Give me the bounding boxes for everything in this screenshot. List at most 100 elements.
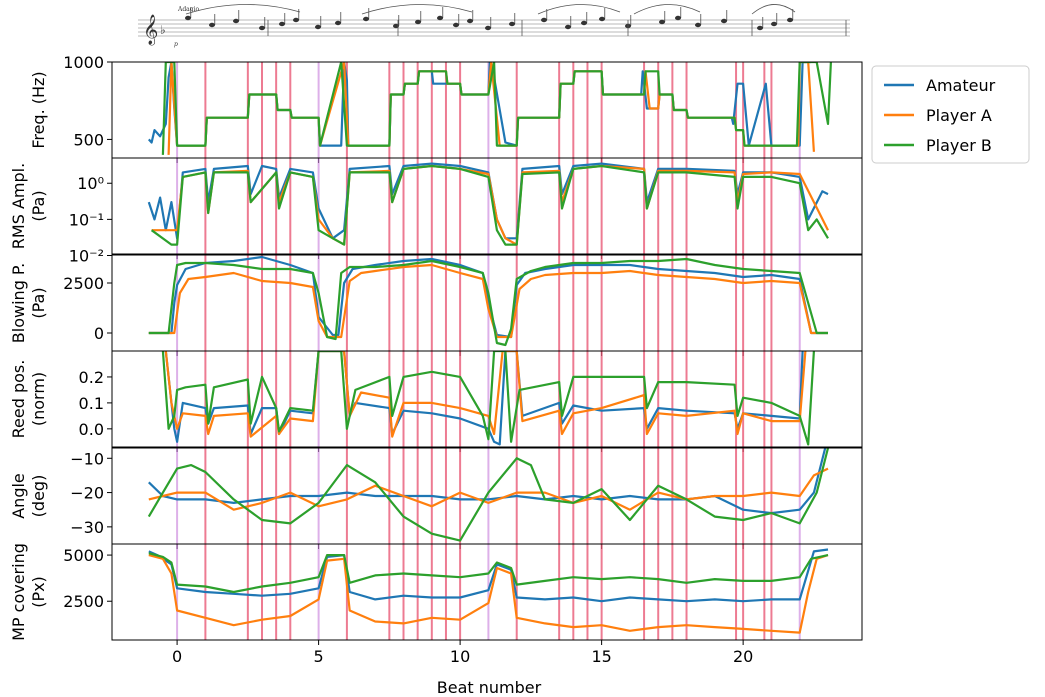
y-axis-label: Freq. (Hz) xyxy=(29,71,48,148)
y-tick-label: 1000 xyxy=(63,53,104,72)
panel-frame xyxy=(111,157,863,255)
y-tick-label: 0.0 xyxy=(79,420,104,439)
score-note xyxy=(393,23,399,29)
series-line-player-a xyxy=(164,351,807,438)
score-note xyxy=(415,19,421,25)
x-tick-label: 5 xyxy=(314,647,324,666)
score-note xyxy=(315,24,321,30)
x-tick-label: 10 xyxy=(450,647,470,666)
panel-mp: 2500 5000 MP covering (Px) 0 5 10 15 20 xyxy=(9,543,863,666)
series-line-amateur xyxy=(148,448,827,515)
legend-label-player-b: Player B xyxy=(926,136,992,155)
series-line-amateur xyxy=(164,351,804,446)
series-line-player-a xyxy=(148,263,828,339)
score-slur xyxy=(185,4,301,15)
y-axis-unit: (Px) xyxy=(29,576,48,608)
treble-clef: 𝄞 xyxy=(143,14,158,46)
score-note xyxy=(453,22,459,28)
panel-blowing: 0 2500 Blowing P. (Pa) xyxy=(9,254,863,356)
panel-frame xyxy=(111,543,863,641)
score-slur xyxy=(633,4,701,15)
y-axis-label: Blowing P. xyxy=(9,263,28,343)
score-note xyxy=(581,20,587,26)
x-tick-label: 15 xyxy=(591,647,611,666)
y-tick-label: 10⁰ xyxy=(77,174,104,193)
panel-angle: −30 −20 −10 Angle (deg) xyxy=(9,447,863,549)
score-note xyxy=(185,15,191,21)
series-line-amateur xyxy=(148,255,828,339)
series-line-player-b xyxy=(161,62,832,155)
score-note xyxy=(233,18,239,24)
panel-rms: 10⁻² 10⁻¹ 10⁰ RMS Ampl. (Pa) xyxy=(9,157,863,265)
series-line-player-b xyxy=(161,351,815,446)
legend: Amateur Player A Player B xyxy=(871,65,1030,164)
y-axis-unit: (deg) xyxy=(29,475,48,518)
legend-label-amateur: Amateur xyxy=(926,76,996,95)
score-staff-lines xyxy=(138,19,850,37)
series-group xyxy=(147,448,830,542)
legend-label-player-a: Player A xyxy=(926,106,992,125)
series-line-player-b xyxy=(150,164,829,246)
y-tick-label: −20 xyxy=(70,484,104,503)
series-line-player-b xyxy=(148,552,829,594)
score-note xyxy=(659,19,665,25)
score-note xyxy=(509,21,515,27)
music-score: 𝄞 ♭ Adagio p xyxy=(138,4,850,48)
score-note xyxy=(721,18,727,24)
y-axis-label: Reed pos. xyxy=(9,360,28,439)
y-tick-label: 10⁻¹ xyxy=(69,210,104,229)
score-note xyxy=(771,21,777,27)
panel-freq: 500 1000 Freq. (Hz) xyxy=(29,53,863,163)
score-note xyxy=(485,25,491,31)
series-line-player-a xyxy=(148,554,829,634)
panel-reed: 0.0 0.1 0.2 Reed pos. (norm) xyxy=(9,350,863,452)
series-line-player-b xyxy=(148,257,828,347)
score-note xyxy=(599,16,605,22)
y-tick-label: 5000 xyxy=(63,546,104,565)
x-tick-label: 20 xyxy=(733,647,753,666)
score-note xyxy=(259,25,265,31)
score-note xyxy=(209,22,215,28)
y-tick-label: 0 xyxy=(94,324,104,343)
y-axis-label: Angle xyxy=(9,473,28,519)
y-axis-unit: (norm) xyxy=(29,372,48,426)
legend-frame xyxy=(871,65,1030,164)
marker-lines xyxy=(176,544,801,640)
score-notes xyxy=(185,4,847,36)
series-group xyxy=(147,162,829,246)
y-tick-label: −30 xyxy=(70,518,104,537)
y-tick-label: 2500 xyxy=(63,274,104,293)
score-note xyxy=(467,18,473,24)
key-signature-flat: ♭ xyxy=(160,23,166,37)
y-tick-label: 500 xyxy=(73,130,104,149)
y-tick-label: 0.2 xyxy=(79,368,104,387)
y-tick-label: 0.1 xyxy=(79,394,104,413)
marker-lines xyxy=(176,158,801,254)
score-note xyxy=(293,17,299,23)
tempo-marking: Adagio xyxy=(177,6,200,13)
y-axis-label: RMS Ampl. xyxy=(9,163,28,249)
y-tick-label: 10⁻² xyxy=(69,246,104,265)
panels: 500 1000 Freq. (Hz) 10⁻² 10⁻¹ 10⁰ RMS Ampl. (Pa… xyxy=(9,53,863,666)
series-group xyxy=(147,62,832,155)
score-slur xyxy=(751,4,796,15)
score-note xyxy=(675,15,681,21)
x-axis-label: Beat number xyxy=(437,678,542,697)
score-note xyxy=(335,20,341,26)
series-group xyxy=(161,351,815,446)
score-note xyxy=(279,21,285,27)
score-note xyxy=(541,17,547,23)
score-note xyxy=(787,17,793,23)
panel-frame xyxy=(111,350,863,448)
y-tick-label: 2500 xyxy=(63,592,104,611)
score-note xyxy=(437,15,443,21)
series-line-amateur xyxy=(148,548,829,603)
score-slur xyxy=(537,4,621,15)
series-line-player-a xyxy=(151,164,829,246)
series-group xyxy=(148,255,828,347)
score-note xyxy=(565,24,571,30)
score-note xyxy=(695,22,701,28)
y-axis-unit: (Pa) xyxy=(29,190,48,221)
score-note xyxy=(757,25,763,31)
